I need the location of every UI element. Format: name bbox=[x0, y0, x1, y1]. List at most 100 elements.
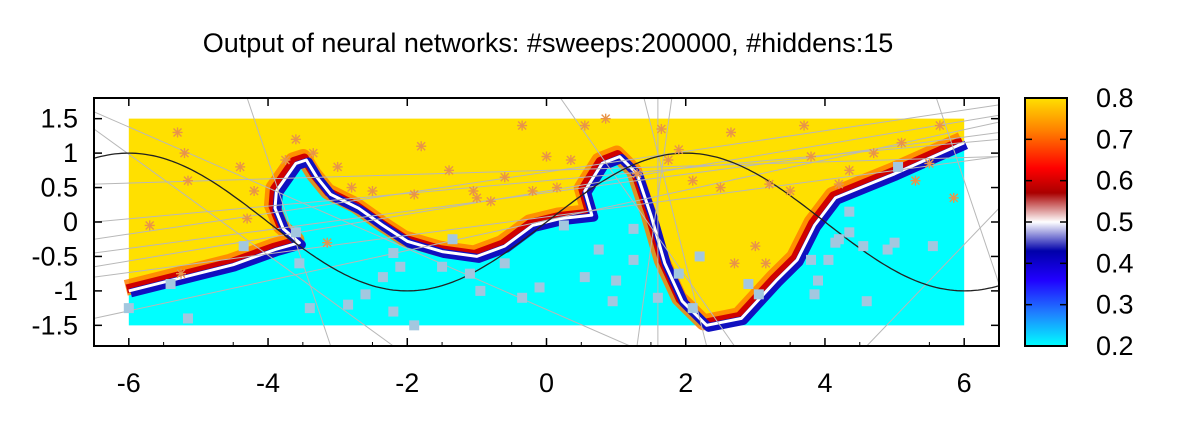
square-point bbox=[437, 261, 448, 272]
star-point bbox=[725, 127, 736, 138]
data-points bbox=[123, 113, 959, 331]
star-point bbox=[280, 155, 291, 165]
square-point bbox=[294, 258, 305, 269]
square-point bbox=[238, 241, 249, 252]
star-point bbox=[806, 151, 817, 162]
square-point bbox=[165, 279, 176, 289]
square-point bbox=[628, 223, 639, 234]
star-point bbox=[948, 192, 959, 203]
hidden-unit-line bbox=[935, 98, 999, 285]
x-tick-label: 4 bbox=[817, 368, 832, 398]
square-point bbox=[558, 220, 569, 231]
square-point bbox=[889, 237, 900, 248]
x-tick-label: -4 bbox=[256, 368, 280, 398]
hidden-unit-line bbox=[636, 98, 673, 346]
star-point bbox=[308, 148, 319, 159]
star-point bbox=[249, 186, 260, 196]
target-sine-curve bbox=[94, 152, 999, 292]
hidden-unit-line bbox=[94, 111, 631, 346]
square-point bbox=[927, 241, 938, 252]
square-point bbox=[409, 320, 420, 331]
square-point bbox=[534, 282, 545, 293]
y-tick-label: 1.5 bbox=[40, 104, 78, 134]
star-point bbox=[144, 220, 155, 231]
star-point bbox=[179, 148, 190, 159]
square-point bbox=[809, 289, 820, 300]
square-point bbox=[517, 292, 528, 303]
hidden-unit-line bbox=[94, 128, 394, 346]
star-point bbox=[799, 120, 810, 131]
star-point bbox=[176, 268, 187, 279]
star-point bbox=[416, 141, 427, 152]
square-point bbox=[833, 234, 844, 245]
square-point bbox=[694, 251, 705, 262]
square-point bbox=[611, 275, 622, 286]
hidden-unit-line bbox=[246, 98, 332, 346]
star-point bbox=[760, 258, 771, 269]
star-point bbox=[541, 151, 552, 162]
star-point bbox=[172, 127, 183, 138]
hidden-unit-lines bbox=[94, 98, 999, 346]
star-point bbox=[332, 161, 343, 172]
star-point bbox=[833, 179, 844, 190]
square-point bbox=[343, 299, 354, 310]
y-tick-label: 0 bbox=[63, 207, 78, 237]
square-point bbox=[628, 254, 639, 265]
colorbar-tick-label: 0.8 bbox=[1096, 83, 1134, 113]
hidden-unit-line bbox=[560, 98, 735, 346]
decision-boundary bbox=[128, 141, 965, 327]
star-point bbox=[924, 158, 935, 169]
square-point bbox=[388, 248, 399, 258]
star-point bbox=[663, 155, 674, 165]
star-point bbox=[527, 186, 538, 196]
square-point bbox=[395, 261, 406, 272]
y-tick-label: -1.5 bbox=[31, 310, 78, 340]
colorbar: 0.8 0.7 0.6 0.5 0.4 0.3 0.2 bbox=[1024, 83, 1134, 361]
square-point bbox=[464, 268, 475, 279]
star-point bbox=[322, 237, 333, 248]
boundary-blue-band bbox=[129, 140, 969, 332]
star-point bbox=[673, 144, 684, 155]
square-point bbox=[743, 279, 754, 289]
square-point bbox=[823, 254, 834, 265]
star-point bbox=[444, 165, 455, 176]
star-point bbox=[551, 182, 562, 193]
star-point bbox=[785, 186, 796, 196]
star-point bbox=[896, 137, 907, 148]
star-point bbox=[367, 186, 378, 196]
x-tick-label: 6 bbox=[957, 368, 972, 398]
star-point bbox=[715, 182, 726, 193]
square-point bbox=[844, 206, 855, 217]
star-point bbox=[632, 168, 642, 179]
square-point bbox=[447, 234, 458, 245]
star-point bbox=[471, 192, 482, 203]
star-point bbox=[485, 196, 496, 207]
square-point bbox=[182, 313, 193, 324]
star-point bbox=[468, 186, 479, 196]
star-point bbox=[346, 182, 357, 193]
star-point bbox=[235, 161, 246, 172]
plot-area bbox=[94, 98, 999, 346]
hidden-unit-line bbox=[94, 156, 999, 185]
colorbar-tick-label: 0.7 bbox=[1096, 124, 1134, 154]
square-point bbox=[593, 244, 604, 255]
square-point bbox=[861, 296, 872, 307]
colorbar-tick-label: 0.3 bbox=[1096, 290, 1134, 320]
colorbar-tick-label: 0.6 bbox=[1096, 166, 1134, 196]
star-point bbox=[910, 175, 921, 186]
square-point bbox=[123, 303, 134, 314]
star-point bbox=[764, 179, 775, 190]
x-tick-label: 2 bbox=[678, 368, 693, 398]
hidden-unit-line bbox=[866, 207, 999, 346]
star-point bbox=[579, 120, 590, 131]
x-tick-label: -6 bbox=[117, 368, 141, 398]
hidden-unit-line bbox=[94, 138, 999, 223]
hidden-unit-line bbox=[94, 131, 999, 254]
square-point bbox=[893, 161, 904, 172]
star-point bbox=[409, 189, 420, 200]
star-point bbox=[182, 175, 193, 186]
chart-title: Output of neural networks: #sweeps:20000… bbox=[203, 28, 893, 58]
square-point bbox=[579, 272, 590, 283]
square-point bbox=[607, 296, 618, 307]
